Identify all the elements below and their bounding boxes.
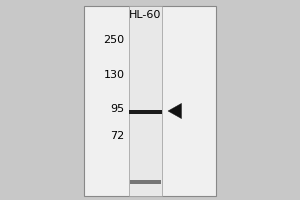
- Text: 250: 250: [103, 35, 124, 45]
- Bar: [84, 6, 216, 196]
- Bar: [130, 180, 161, 184]
- Text: 95: 95: [110, 104, 124, 114]
- Bar: [129, 110, 162, 114]
- Text: 72: 72: [110, 131, 124, 141]
- Text: HL-60: HL-60: [129, 10, 162, 20]
- Bar: [129, 6, 162, 196]
- Polygon shape: [168, 103, 182, 119]
- Text: 130: 130: [103, 70, 124, 80]
